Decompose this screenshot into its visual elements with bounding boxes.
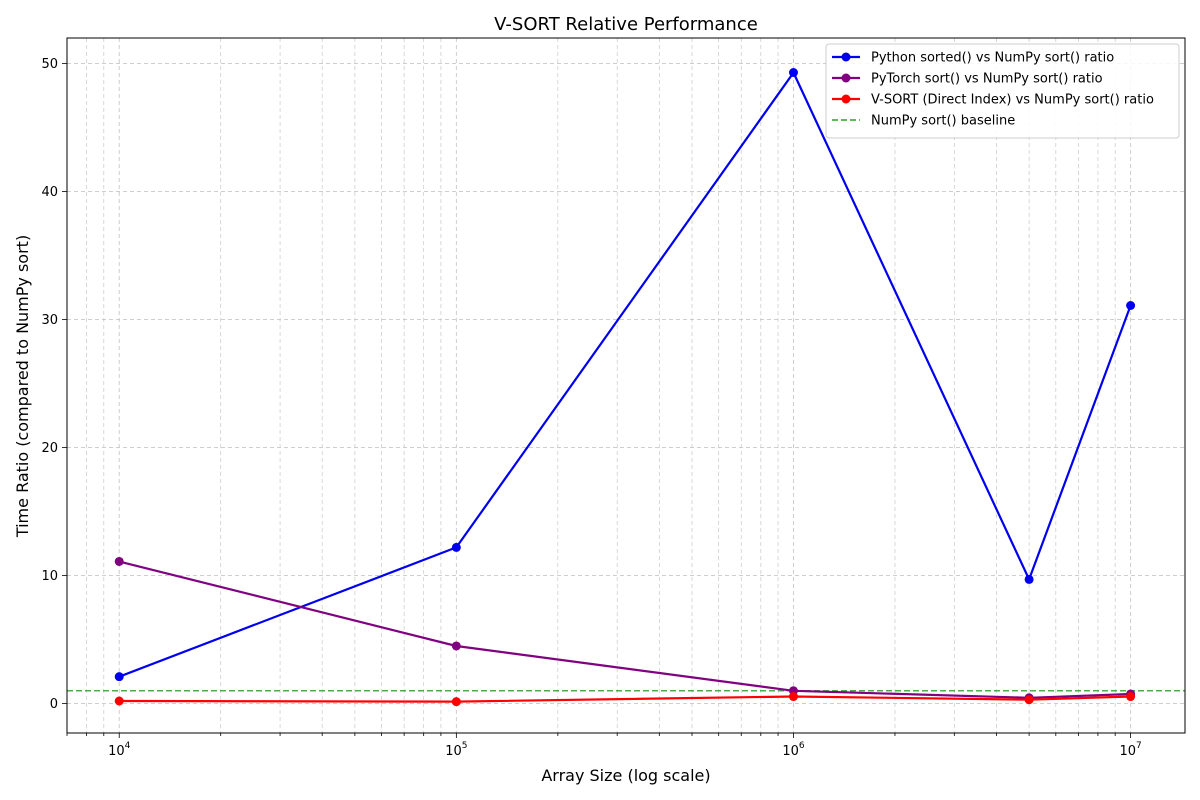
y-tick-label: 30: [41, 313, 58, 328]
y-tick-label: 10: [41, 569, 58, 584]
series-1-point: [451, 542, 461, 552]
legend-swatch-marker: [841, 73, 851, 83]
x-tick-exponent: 7: [1136, 741, 1142, 751]
x-tick-label: 104: [108, 741, 131, 759]
x-tick-base: 10: [108, 744, 125, 759]
x-tick-base: 10: [445, 744, 462, 759]
series-2-point: [451, 641, 461, 651]
y-axis-label: Time Ratio (compared to NumPy sort): [13, 235, 32, 538]
legend: Python sorted() vs NumPy sort() ratio PyT…: [825, 43, 1180, 139]
series-3-point: [114, 696, 124, 706]
x-tick-base: 10: [782, 744, 799, 759]
series-1-point: [788, 68, 798, 78]
y-axis-ticks: 0 10 20 30 40 50: [41, 57, 67, 712]
series-1-point: [1126, 301, 1136, 311]
x-tick-exponent: 4: [125, 741, 131, 751]
y-tick-label: 40: [41, 185, 58, 200]
series-1-point: [114, 672, 124, 682]
plot-frame: [66, 37, 1186, 734]
x-tick-label: 107: [1119, 741, 1141, 759]
chart-title: V-SORT Relative Performance: [494, 14, 758, 35]
x-tick-exponent: 5: [462, 741, 468, 751]
y-tick-label: 50: [41, 57, 58, 72]
series-3-point: [788, 692, 798, 702]
x-tick-label: 106: [782, 741, 805, 759]
legend-swatch-marker: [841, 52, 851, 62]
series-3-point: [451, 697, 461, 707]
series-3-point: [1024, 695, 1034, 705]
series-3-point: [1126, 692, 1136, 702]
x-tick-base: 10: [1119, 744, 1136, 759]
x-axis-label: Array Size (log scale): [541, 766, 710, 785]
y-tick-label: 0: [50, 697, 58, 712]
legend-entry-label: PyTorch sort() vs NumPy sort() ratio: [871, 72, 1103, 87]
series-1-point: [1024, 574, 1034, 584]
legend-entry-label: Python sorted() vs NumPy sort() ratio: [871, 51, 1114, 66]
legend-swatch-marker: [841, 94, 851, 104]
legend-box: [825, 43, 1180, 139]
series-2-point: [114, 556, 124, 566]
x-tick-exponent: 6: [799, 741, 805, 751]
y-tick-label: 20: [41, 441, 58, 456]
legend-entry-label: NumPy sort() baseline: [871, 114, 1015, 129]
x-tick-label: 105: [445, 741, 467, 759]
x-axis-ticks: 104 105 106 107: [66, 733, 1142, 759]
series-layer: [114, 68, 1136, 707]
legend-entry-label: V-SORT (Direct Index) vs NumPy sort() ra…: [871, 93, 1154, 108]
grid: [66, 38, 1185, 733]
